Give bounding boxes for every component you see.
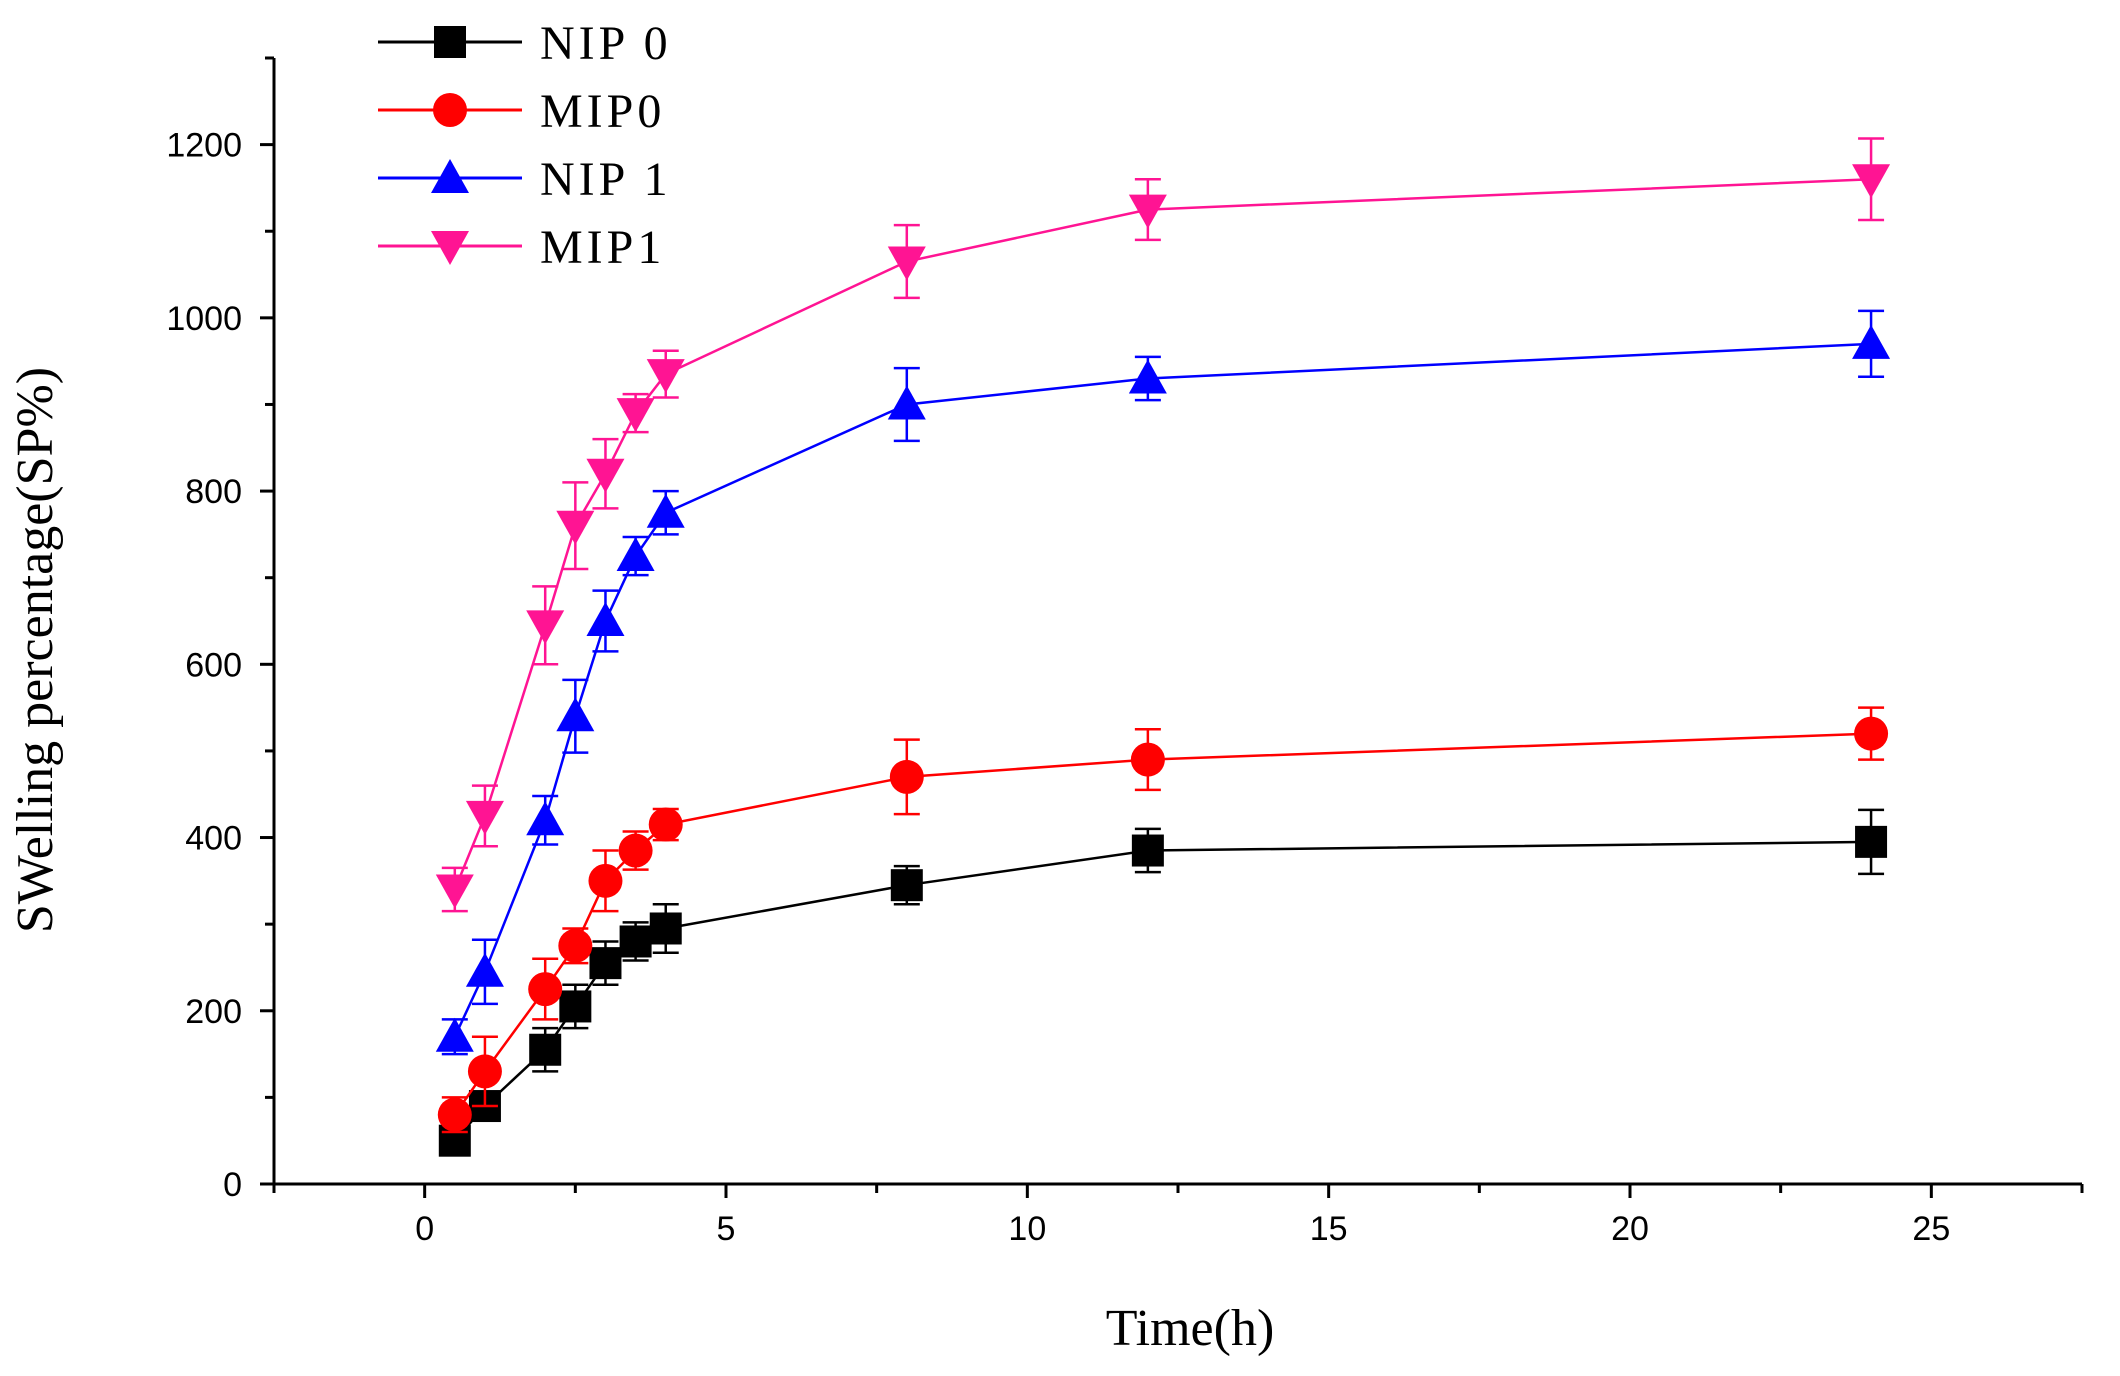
data-point (1128, 359, 1167, 394)
data-point (526, 610, 565, 645)
axes: 0 5 10 15 20 25 0 200 400 600 800 1000 1200 (166, 56, 2084, 1248)
series-layer (435, 137, 1891, 1157)
y-tick-label: 400 (185, 820, 242, 858)
series-line (453, 178, 1872, 890)
y-tick-label: 1200 (166, 127, 242, 165)
legend-marker (431, 231, 469, 265)
legend-item: NIP 0 (378, 17, 672, 70)
data-point (465, 800, 504, 835)
data-point (887, 246, 926, 281)
x-tick-label: 15 (1310, 1210, 1348, 1248)
x-tick-label: 0 (415, 1210, 434, 1248)
data-point (1855, 825, 1888, 858)
legend-label: MIP1 (540, 221, 665, 274)
x-tick-label: 5 (717, 1210, 736, 1248)
data-point (649, 912, 682, 945)
y-tick-label: 800 (185, 473, 242, 511)
legend-marker (434, 26, 466, 58)
data-point (616, 537, 655, 572)
data-point (435, 1017, 474, 1052)
data-point (646, 493, 685, 528)
data-point (887, 385, 926, 420)
series-line (453, 732, 1872, 1116)
data-point (889, 759, 924, 794)
data-point (586, 602, 625, 636)
series-line (453, 342, 1872, 1038)
legend: NIP 0 MIP0 NIP 1 MIP1 (378, 17, 672, 274)
data-point (556, 510, 595, 545)
data-point (467, 1054, 502, 1089)
data-point (435, 874, 474, 909)
data-point (618, 833, 653, 868)
legend-item: NIP 1 (378, 153, 672, 206)
series-mip0 (437, 706, 1889, 1134)
x-tick-label: 20 (1611, 1210, 1649, 1248)
data-point (1131, 834, 1164, 867)
data-point (586, 458, 625, 493)
y-axis-title: SWelling percentage(SP%) (7, 367, 64, 933)
data-point (589, 947, 622, 980)
legend-marker (433, 93, 467, 127)
data-point (1128, 194, 1167, 229)
data-point (1852, 164, 1891, 199)
series-nip1 (435, 309, 1891, 1056)
data-point (646, 359, 685, 394)
data-point (465, 952, 504, 987)
data-point (1130, 742, 1165, 777)
data-point (619, 925, 652, 958)
legend-marker (431, 159, 469, 193)
data-point (559, 990, 592, 1023)
x-axis-title: Time(h) (1106, 1300, 1275, 1357)
y-tick-label: 200 (185, 993, 242, 1031)
data-point (528, 972, 563, 1007)
legend-label: NIP 0 (540, 17, 672, 70)
y-tick-label: 0 (223, 1166, 242, 1204)
data-point (588, 863, 623, 898)
series-line (453, 840, 1872, 1142)
y-tick-label: 600 (185, 646, 242, 684)
data-point (437, 1097, 472, 1132)
x-tick-label: 25 (1912, 1210, 1950, 1248)
data-point (1854, 716, 1889, 751)
series-nip0 (438, 808, 1888, 1157)
data-point (526, 801, 565, 836)
data-point (648, 807, 683, 842)
data-point (616, 398, 655, 433)
legend-label: NIP 1 (540, 153, 672, 206)
data-point (556, 697, 595, 732)
legend-item: MIP1 (378, 221, 665, 274)
x-tick-label: 10 (1008, 1210, 1046, 1248)
y-tick-label: 1000 (166, 300, 242, 338)
data-point (1852, 324, 1891, 359)
legend-item: MIP0 (378, 85, 665, 138)
data-point (558, 928, 593, 963)
series-mip1 (435, 137, 1891, 913)
data-point (890, 869, 923, 902)
legend-label: MIP0 (540, 85, 665, 138)
data-point (529, 1033, 562, 1066)
